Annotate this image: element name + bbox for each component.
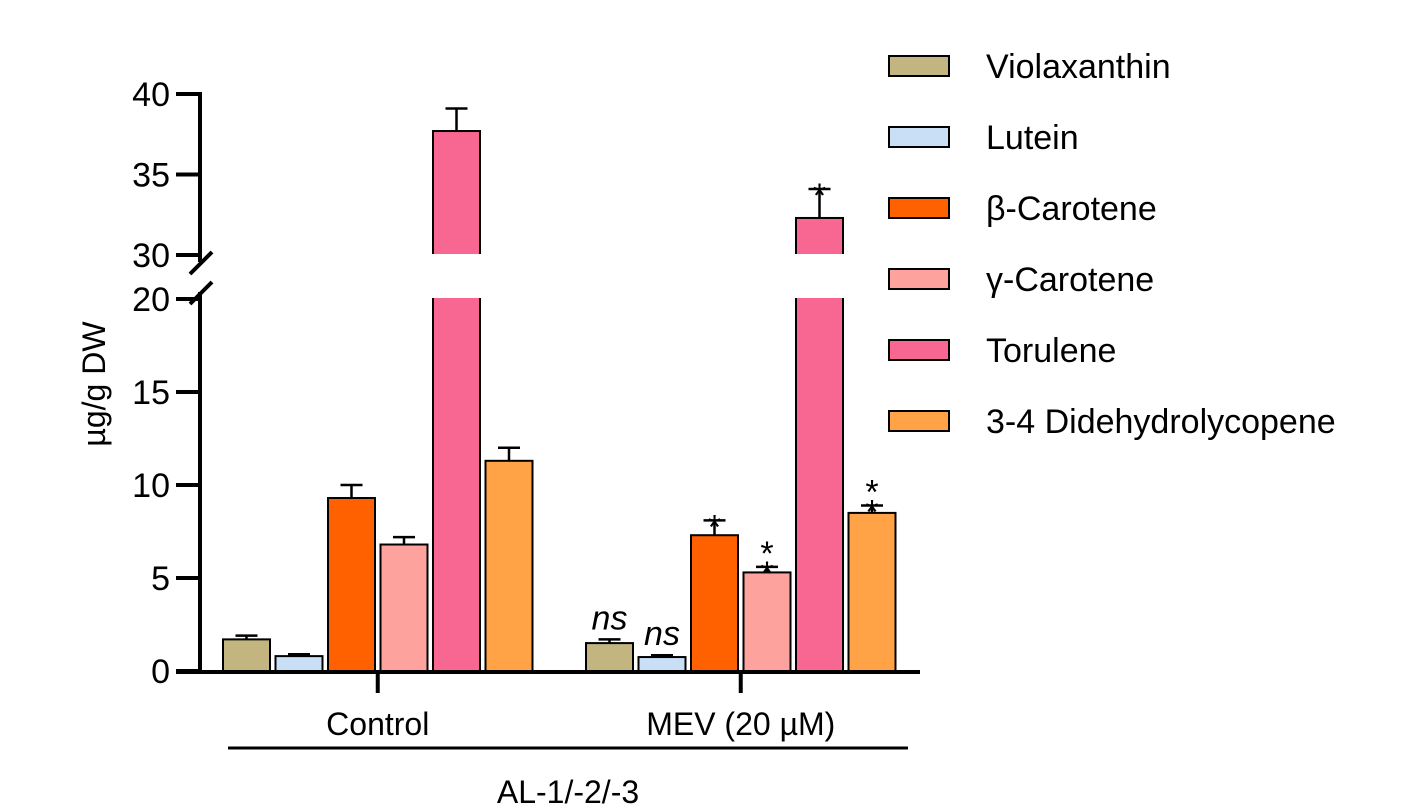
y-tick-label: 10 [132,467,170,505]
x-tick-label: MEV (20 µM) [646,706,835,742]
bar-break-gap [794,254,845,298]
legend-label: 3-4 Didehydrolycopene [986,403,1336,441]
group-bracket: AL-1/-2/-3 [228,746,908,808]
legend-item: γ-Carotene [888,261,1154,299]
bar [327,497,376,672]
annotations: ns ns** *** * [592,177,879,653]
bar [274,655,324,672]
group-bracket-label: AL-1/-2/-3 [497,774,639,808]
legend-item: Lutein [888,119,1079,157]
bar [847,511,897,673]
axes: 0 5 10 15 20 30 35 40 [132,76,920,693]
y-tick-label: 5 [151,560,170,598]
y-tick-label: 40 [132,76,170,114]
bar [379,543,429,673]
legend-item: β-Carotene [888,190,1157,228]
legend-swatch [888,339,950,361]
legend-label: Violaxanthin [986,48,1171,86]
legend-item: 3-4 Didehydrolycopene [888,403,1336,441]
bar-break-gap [431,254,482,298]
y-tick-label: 0 [151,653,170,691]
bar [742,571,792,672]
significance-label: * [813,177,826,215]
legend-label: Torulene [986,332,1116,370]
significance-label: * * [865,473,878,531]
y-tick-label: 20 [132,281,170,319]
y-tick-label: 35 [132,157,170,195]
legend-swatch [888,55,950,77]
significance-label: ns [644,615,680,653]
bar [222,638,271,673]
legend-label: Lutein [986,119,1079,157]
legend-item: Torulene [888,332,1116,370]
legend-item: Violaxanthin [888,48,1171,86]
bar [690,534,739,672]
axis-break-mark [188,250,214,276]
significance-label: ns [592,599,628,637]
y-tick-label: 30 [132,237,170,275]
bar [585,642,634,672]
legend: Violaxanthin Lutein β-Carotene γ-Carotene To… [888,48,1336,441]
significance-label: * * [760,535,773,593]
legend-swatch [888,268,950,290]
legend-swatch [888,410,950,432]
x-axis-labels: Control MEV (20 µM) [326,706,835,742]
y-tick-label: 15 [132,374,170,412]
bar [637,656,687,672]
bar [432,130,481,672]
x-tick-label: Control [326,706,429,742]
bar [484,459,534,672]
legend-swatch [888,126,950,148]
legend-label: γ-Carotene [986,261,1154,299]
y-axis-label: µg/g DW [76,321,112,447]
significance-label: * [708,508,721,546]
legend-label: β-Carotene [986,190,1157,228]
bars [222,107,897,673]
legend-swatch [888,197,950,219]
